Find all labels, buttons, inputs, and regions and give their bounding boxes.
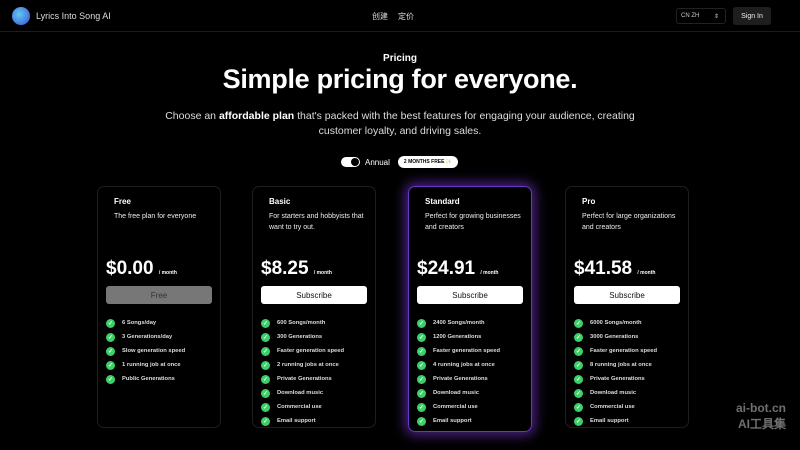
plan-card-basic: Basic For starters and hobbyists that wa… <box>252 186 376 428</box>
chevron-updown-icon: ⇕ <box>713 13 719 20</box>
feature-item: ✓ 600 Songs/month <box>261 318 326 328</box>
check-icon: ✓ <box>574 360 583 370</box>
plan-card-standard: Standard Perfect for growing businesses … <box>408 186 532 432</box>
plan-description: The free plan for everyone <box>114 213 197 220</box>
feature-item: ✓ 6000 Songs/month <box>574 318 642 328</box>
feature-item: ✓ Download music <box>574 388 637 398</box>
page-subtitle: Choose an affordable plan that's packed … <box>165 110 635 137</box>
check-icon: ✓ <box>261 402 270 412</box>
language-value: ZH <box>691 13 700 19</box>
language-select[interactable]: CN ZH ⇕ <box>676 8 726 24</box>
check-icon: ✓ <box>261 416 270 426</box>
check-icon: ✓ <box>417 360 426 370</box>
feature-item: ✓ Commercial use <box>417 402 478 412</box>
feature-item: ✓ Faster generation speed <box>574 346 658 356</box>
check-icon: ✓ <box>417 346 426 356</box>
plan-card-pro: Pro Perfect for large organizations and … <box>565 186 689 428</box>
nav-create[interactable]: 创建 <box>372 12 388 21</box>
check-icon: ✓ <box>417 374 426 384</box>
check-icon: ✓ <box>574 416 583 426</box>
feature-item: ✓ Commercial use <box>574 402 635 412</box>
feature-item: ✓ 300 Generations <box>261 332 323 342</box>
sign-in-button[interactable]: Sign In <box>733 7 771 25</box>
check-icon: ✓ <box>417 332 426 342</box>
check-icon: ✓ <box>417 402 426 412</box>
plan-button[interactable]: Subscribe <box>261 286 367 304</box>
page-title: Simple pricing for everyone. <box>222 64 578 94</box>
check-icon: ✓ <box>261 332 270 342</box>
feature-item: ✓ 2400 Songs/month <box>417 318 485 328</box>
check-icon: ✓ <box>574 374 583 384</box>
feature-item: ✓ Download music <box>261 388 324 398</box>
plan-name: Pro <box>582 197 596 206</box>
section-kicker: Pricing <box>383 53 417 64</box>
check-icon: ✓ <box>106 318 115 328</box>
plan-price: $8.25 / month <box>261 258 332 279</box>
plan-button[interactable]: Subscribe <box>417 286 523 304</box>
feature-item: ✓ 4 running jobs at once <box>417 360 495 370</box>
check-icon: ✓ <box>106 360 115 370</box>
logo-icon[interactable] <box>12 6 30 25</box>
flag-icon: CN <box>681 13 690 19</box>
check-icon: ✓ <box>261 346 270 356</box>
annual-toggle[interactable] <box>341 157 360 167</box>
feature-item: ✓ Download music <box>417 388 480 398</box>
feature-item: ✓ 3 Generations/day <box>106 332 173 342</box>
plan-price: $24.91 / month <box>417 258 499 279</box>
feature-item: ✓ 2 running jobs at once <box>261 360 339 370</box>
feature-item: ✓ Faster generation speed <box>417 346 501 356</box>
check-icon: ✓ <box>417 318 426 328</box>
feature-item: ✓ 1 running job at once <box>106 360 181 370</box>
feature-item: ✓ Email support <box>574 416 629 426</box>
check-icon: ✓ <box>106 346 115 356</box>
plan-description: Perfect for growing businesses and creat… <box>425 213 521 231</box>
check-icon: ✓ <box>261 388 270 398</box>
watermark: ai-bot.cn AI工具集 <box>736 401 786 431</box>
check-icon: ✓ <box>106 332 115 342</box>
plan-description: Perfect for large organizations and crea… <box>582 213 676 231</box>
plan-price: $41.58 / month <box>574 258 656 279</box>
nav: 创建 定价 <box>372 11 414 22</box>
check-icon: ✓ <box>574 346 583 356</box>
feature-item: ✓ 1200 Generations <box>417 332 482 342</box>
annual-label: Annual <box>365 157 390 167</box>
feature-item: ✓ Private Generations <box>417 374 488 384</box>
check-icon: ✓ <box>261 360 270 370</box>
check-icon: ✓ <box>574 318 583 328</box>
feature-item: ✓ Private Generations <box>261 374 332 384</box>
feature-item: ✓ Slow generation speed <box>106 346 186 356</box>
plan-button[interactable]: Free <box>106 286 212 304</box>
plan-description: For starters and hobbyists that want to … <box>269 213 364 231</box>
plan-card-free: Free The free plan for everyone $0.00 / … <box>97 186 221 428</box>
feature-item: ✓ Email support <box>261 416 316 426</box>
brand-name[interactable]: Lyrics Into Song AI <box>36 10 111 21</box>
check-icon: ✓ <box>417 416 426 426</box>
feature-item: ✓ 8 running jobs at once <box>574 360 652 370</box>
nav-pricing[interactable]: 定价 <box>398 12 414 21</box>
check-icon: ✓ <box>106 374 115 384</box>
check-icon: ✓ <box>261 374 270 384</box>
header: Lyrics Into Song AI 创建 定价 CN ZH ⇕ Sign I… <box>0 0 800 32</box>
feature-item: ✓ Private Generations <box>574 374 645 384</box>
check-icon: ✓ <box>574 388 583 398</box>
feature-item: ✓ Public Generations <box>106 374 175 384</box>
discount-badge: 2 MONTHS FREE ✨ <box>397 156 459 168</box>
check-icon: ✓ <box>574 332 583 342</box>
plan-button[interactable]: Subscribe <box>574 286 680 304</box>
check-icon: ✓ <box>261 318 270 328</box>
billing-toggle-row: Annual 2 MONTHS FREE ✨ <box>341 156 459 168</box>
feature-item: ✓ Commercial use <box>261 402 322 412</box>
plan-name: Free <box>114 197 131 206</box>
plan-name: Standard <box>425 197 460 206</box>
plan-price: $0.00 / month <box>106 258 177 279</box>
check-icon: ✓ <box>574 402 583 412</box>
feature-item: ✓ 6 Songs/day <box>106 318 157 328</box>
check-icon: ✓ <box>417 388 426 398</box>
feature-item: ✓ Faster generation speed <box>261 346 345 356</box>
feature-item: ✓ 3000 Generations <box>574 332 639 342</box>
plan-name: Basic <box>269 197 291 206</box>
feature-item: ✓ Email support <box>417 416 472 426</box>
